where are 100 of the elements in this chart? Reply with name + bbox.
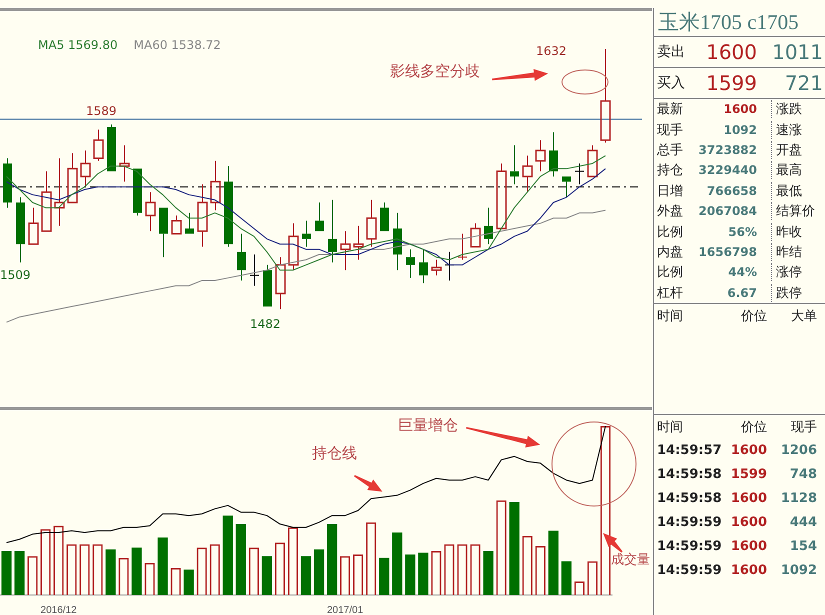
candlestick xyxy=(353,225,364,260)
bar xyxy=(405,554,416,595)
text: 比例 xyxy=(657,265,683,280)
text: 买入 xyxy=(657,75,685,91)
bar xyxy=(158,538,168,595)
text: 1600 xyxy=(730,539,767,554)
text: 涨跌 xyxy=(776,102,802,118)
candlestick xyxy=(315,202,324,232)
candlestick xyxy=(28,207,39,245)
text: 现手 xyxy=(657,122,683,138)
candlestick xyxy=(535,140,546,172)
bar xyxy=(1,551,12,595)
text: 杠杆 xyxy=(657,286,683,301)
text: 1600 xyxy=(730,491,767,506)
text: MA5 1569.80 xyxy=(38,38,118,52)
text: 1600 xyxy=(706,40,757,64)
text: 444 xyxy=(790,515,817,530)
bar xyxy=(379,558,390,595)
text: 14:59:59 xyxy=(657,539,722,554)
text: 玉米1705 c1705 xyxy=(654,8,825,37)
bar xyxy=(561,561,572,595)
text: 结算价 xyxy=(776,204,815,220)
bar xyxy=(483,551,494,595)
annotation: 巨量增仓 xyxy=(398,416,458,434)
candlestick xyxy=(510,144,519,185)
x-tick-label: 2016/12 xyxy=(40,604,78,615)
text: 价位 xyxy=(741,420,767,435)
candlestick xyxy=(237,233,246,282)
text: 1128 xyxy=(780,491,817,506)
annotation: 1589 xyxy=(86,104,117,118)
annotation: 持仓线 xyxy=(312,444,357,462)
text: 持仓 xyxy=(657,163,683,178)
candlestick xyxy=(574,162,584,185)
text: 766658 xyxy=(706,184,757,198)
candlestick xyxy=(67,152,78,204)
text: 1600 xyxy=(730,515,767,530)
text: 1600 xyxy=(724,102,757,116)
bar xyxy=(509,502,520,595)
candlestick xyxy=(41,170,52,232)
candlestick xyxy=(458,233,468,260)
candlestick xyxy=(302,220,311,248)
candlestick xyxy=(107,124,116,172)
text: MA60 1538.72 xyxy=(134,38,221,52)
text: 1600 xyxy=(730,563,767,578)
candlestick xyxy=(484,207,493,245)
text: 时间 xyxy=(657,420,683,435)
annotation: 影线多空分歧 xyxy=(390,62,480,80)
annotation: 1509 xyxy=(0,268,31,282)
candlestick xyxy=(600,48,611,144)
candlestick xyxy=(210,160,221,211)
candlestick xyxy=(54,158,65,226)
text: 速涨 xyxy=(776,122,802,138)
text: 14:59:57 xyxy=(657,443,722,458)
text: 昨收 xyxy=(776,224,802,240)
text: 现手 xyxy=(791,420,817,435)
text: 1599 xyxy=(730,467,767,482)
bar xyxy=(132,548,142,595)
text: 1092 xyxy=(780,563,817,578)
annotation: 成交量 xyxy=(611,551,650,568)
candlestick xyxy=(3,158,12,208)
annotation: 1632 xyxy=(536,44,567,58)
text: 外盘 xyxy=(657,204,683,220)
text: 1482 xyxy=(250,317,281,332)
text: 6.67 xyxy=(727,286,757,300)
text: 价位 xyxy=(741,308,767,324)
text: 大单 xyxy=(791,308,817,324)
candlestick xyxy=(288,222,299,271)
candlestick xyxy=(224,166,233,248)
text: 1206 xyxy=(780,443,817,458)
candlestick xyxy=(119,144,130,182)
text: 涨停 xyxy=(776,265,802,280)
bar xyxy=(548,530,558,595)
text: 44% xyxy=(728,265,757,280)
text: 748 xyxy=(790,467,817,482)
bar xyxy=(418,552,428,595)
candlestick xyxy=(185,212,194,234)
bar xyxy=(392,532,402,595)
candlestick xyxy=(522,155,533,193)
candlestick xyxy=(340,230,351,271)
candlestick xyxy=(366,199,377,248)
bar xyxy=(326,524,338,595)
candlestick xyxy=(159,208,168,258)
text: 2067084 xyxy=(698,204,757,218)
candlestick xyxy=(145,192,156,232)
candlestick xyxy=(93,129,104,162)
text: 比例 xyxy=(657,224,683,240)
text: 1011 xyxy=(772,40,823,64)
text: 昨结 xyxy=(776,244,802,260)
text: 最低 xyxy=(776,184,802,199)
candlestick xyxy=(197,184,208,248)
text: 时间 xyxy=(657,308,683,324)
bar xyxy=(314,549,324,595)
text: 56% xyxy=(728,224,757,239)
bar xyxy=(222,516,233,595)
x-tick-label: 2017/01 xyxy=(326,604,364,615)
text: 3229440 xyxy=(698,163,757,178)
bar xyxy=(300,556,312,595)
text: 1656798 xyxy=(698,244,757,259)
text: 卖出 xyxy=(657,44,685,60)
text: 14:59:59 xyxy=(657,563,722,578)
